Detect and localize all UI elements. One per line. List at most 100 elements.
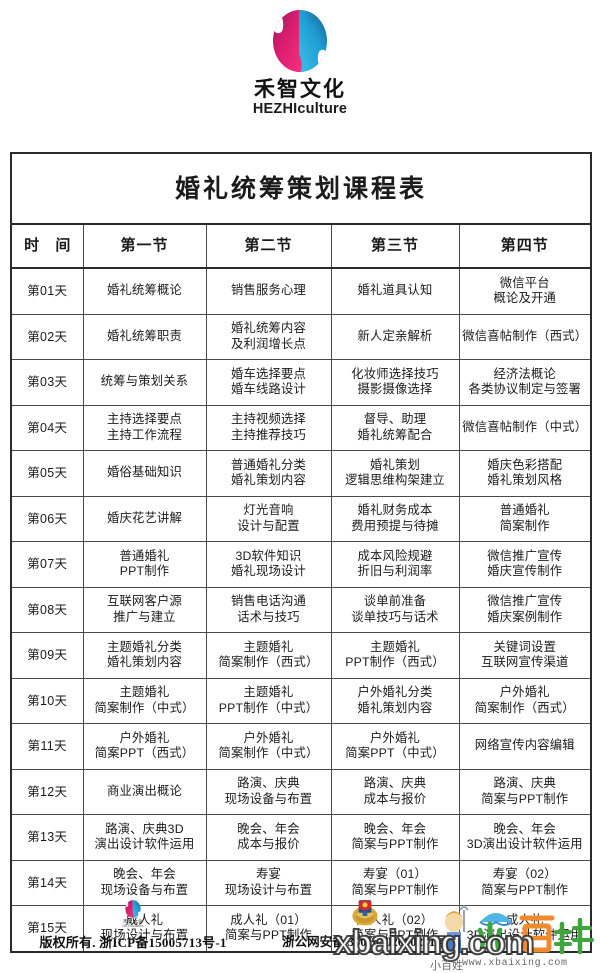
course-cell-period4: 路演、庆典 简案与PPT制作: [458, 768, 592, 815]
day-label: 第10天: [10, 677, 84, 724]
day-label: 第08天: [10, 586, 84, 633]
course-cell-period4: 微信平台 概论及开通: [458, 267, 592, 315]
table-row: 第05天 婚俗基础知识 普通婚礼分类 婚礼策划内容 婚礼策划 逻辑思维构架建立 婚庆色彩…: [10, 450, 592, 497]
table-row: 第01天 婚礼统筹概论 销售服务心理 婚礼道具认知 微信平台 概论及开通: [10, 267, 592, 315]
brand-name-cn: 禾智文化: [254, 78, 346, 101]
page-title: 婚礼统筹策划课程表: [10, 152, 592, 225]
course-cell-period1: 统筹与策划关系: [82, 359, 207, 406]
course-cell-period2: 销售电话沟通 话术与技巧: [205, 586, 332, 633]
course-cell-period2: 主题婚礼 PPT制作（中式）: [205, 677, 332, 724]
day-label: 第01天: [10, 267, 84, 315]
course-cell-period4: 微信推广宣传 婚庆宣传制作: [458, 541, 592, 588]
course-schedule-table: 婚礼统筹策划课程表 时 间 第一节 第二节 第三节 第四节 第01天 婚礼统筹概论…: [10, 152, 592, 953]
page-footer: 禾智文化 HEZHIculture 版权所有. 浙ICP备15005713号-1…: [0, 893, 600, 972]
course-cell-period3: 婚礼策划 逻辑思维构架建立: [330, 450, 460, 497]
course-cell-period3: 成本风险规避 折旧与利润率: [330, 541, 460, 588]
course-cell-period3: 督导、助理 婚礼统筹配合: [330, 404, 460, 451]
course-cell-period1: 主题婚礼 简案制作（中式）: [82, 677, 207, 724]
icp-logo-name-en: HEZHIculture: [122, 924, 144, 929]
table-row: 第12天 商业演出概论 路演、庆典 现场设备与布置 路演、庆典 成本与报价 路演、庆典 …: [10, 768, 592, 815]
table-row: 第06天 婚庆花艺讲解 灯光音响 设计与配置 婚礼财务成本 费用预提与待摊 普通婚礼 简…: [10, 495, 592, 542]
course-cell-period1: 婚庆花艺讲解: [82, 495, 207, 542]
course-cell-period1: 路演、庆典3D 演出设计软件运用: [82, 814, 207, 861]
course-cell-period2: 销售服务心理: [205, 267, 332, 315]
course-cell-period3: 主题婚礼 PPT制作（西式）: [330, 632, 460, 679]
course-cell-period1: 婚礼统筹概论: [82, 267, 207, 315]
course-cell-period3: 化妆师选择技巧 摄影摄像选择: [330, 359, 460, 406]
course-cell-period1: 成人礼 现场设计与布置: [82, 905, 207, 952]
course-cell-period3: 婚礼道具认知: [330, 267, 460, 315]
course-cell-period3: 户外婚礼 简案PPT（中式）: [330, 723, 460, 770]
table-row: 第04天 主持选择要点 主持工作流程 主持视频选择 主持推荐技巧 督导、助理 婚礼统筹…: [10, 404, 592, 451]
day-label: 第03天: [10, 359, 84, 406]
course-cell-period1: 主持选择要点 主持工作流程: [82, 404, 207, 451]
course-cell-period2: 晚会、年会 成本与报价: [205, 814, 332, 861]
course-cell-period4: 普通婚礼 简案制作: [458, 495, 592, 542]
course-cell-period2: 户外婚礼 简案制作（中式）: [205, 723, 332, 770]
brand-header: 禾智文化 HEZHIculture: [0, 0, 600, 118]
police-badge-icon: [352, 900, 378, 926]
table-title-row: 婚礼统筹策划课程表: [10, 152, 592, 225]
course-cell-period4: 寿宴（02） 简案与PPT制作: [458, 859, 592, 906]
course-cell-period3: 户外婚礼分类 婚礼策划内容: [330, 677, 460, 724]
course-cell-period1: 普通婚礼 PPT制作: [82, 541, 207, 588]
course-cell-period3: 路演、庆典 成本与报价: [330, 768, 460, 815]
course-cell-period2: 3D软件知识 婚礼现场设计: [205, 541, 332, 588]
course-cell-period2: 主持视频选择 主持推荐技巧: [205, 404, 332, 451]
icp-license-text: 版权所有. 浙ICP备15005713号-1: [39, 934, 227, 950]
course-cell-period2: 灯光音响 设计与配置: [205, 495, 332, 542]
column-header-period3: 第三节: [330, 223, 460, 269]
course-cell-period1: 商业演出概论: [82, 768, 207, 815]
course-cell-period2: 主题婚礼 简案制作（西式）: [205, 632, 332, 679]
course-cell-period2: 寿宴 现场设计与布置: [205, 859, 332, 906]
day-label: 第05天: [10, 450, 84, 497]
course-cell-period3: 成人礼（02） 简案与PPT制作: [330, 905, 460, 952]
hezhi-culture-logo-small-icon: [125, 900, 141, 918]
course-cell-period2: 婚礼统筹内容 及利润增长点: [205, 313, 332, 360]
course-cell-period1: 主题婚礼分类 婚礼策划内容: [82, 632, 207, 679]
icp-logo-name-cn: 禾智文化: [123, 919, 143, 924]
table-row: 第08天 互联网客户源 推广与建立 销售电话沟通 话术与技巧 谈单前准备 谈单技巧与话…: [10, 586, 592, 633]
course-cell-period1: 互联网客户源 推广与建立: [82, 586, 207, 633]
course-schedule-sheet: 婚礼统筹策划课程表 时 间 第一节 第二节 第三节 第四节 第01天 婚礼统筹概论…: [10, 152, 592, 953]
hezhi-culture-logo-icon: [273, 10, 327, 72]
course-cell-period4: 婚庆色彩搭配 婚礼策划风格: [458, 450, 592, 497]
gov-record-block: 浙公网安备 33010402000231号: [250, 897, 480, 950]
table-row: 第09天 主题婚礼分类 婚礼策划内容 主题婚礼 简案制作（西式） 主题婚礼 PPT制作…: [10, 632, 592, 679]
course-cell-period2: 路演、庆典 现场设备与布置: [205, 768, 332, 815]
course-cell-period4: 微信推广宣传 婚庆案例制作: [458, 586, 592, 633]
day-label: 第15天: [10, 905, 84, 952]
course-cell-period2: 婚车选择要点 婚车线路设计: [205, 359, 332, 406]
day-label: 第07天: [10, 541, 84, 588]
course-cell-period4: 户外婚礼 简案制作（西式）: [458, 677, 592, 724]
course-cell-period4: 微信喜帖制作（西式）: [458, 313, 592, 360]
course-cell-period3: 谈单前准备 谈单技巧与话术: [330, 586, 460, 633]
day-label: 第14天: [10, 859, 84, 906]
course-cell-period2: 普通婚礼分类 婚礼策划内容: [205, 450, 332, 497]
course-cell-period4: 经济法概论 各类协议制定与签署: [458, 359, 592, 406]
column-header-period1: 第一节: [82, 223, 207, 269]
course-cell-period3: 寿宴（01） 简案与PPT制作: [330, 859, 460, 906]
table-row: 第07天 普通婚礼 PPT制作 3D软件知识 婚礼现场设计 成本风险规避 折旧与利润率…: [10, 541, 592, 588]
course-cell-period4: 网络宣传内容编辑: [458, 723, 592, 770]
course-cell-period4: 关键词设置 互联网宣传渠道: [458, 632, 592, 679]
day-label: 第11天: [10, 723, 84, 770]
icp-block: 禾智文化 HEZHIculture 版权所有. 浙ICP备15005713号-1: [28, 899, 238, 951]
column-header-time: 时 间: [10, 223, 84, 269]
course-cell-period1: 婚俗基础知识: [82, 450, 207, 497]
day-label: 第09天: [10, 632, 84, 679]
course-cell-period4: 晚会、年会 3D演出设计软件运用: [458, 814, 592, 861]
gov-record-text: 浙公网安备 33010402000231号: [282, 935, 448, 949]
course-cell-period4: 微信喜帖制作（中式）: [458, 404, 592, 451]
course-cell-period3: 婚礼财务成本 费用预提与待摊: [330, 495, 460, 542]
course-cell-period1: 户外婚礼 简案PPT（西式）: [82, 723, 207, 770]
course-cell-period3: 晚会、年会 简案与PPT制作: [330, 814, 460, 861]
table-row: 第03天 统筹与策划关系 婚车选择要点 婚车线路设计 化妆师选择技巧 摄影摄像选择 经济…: [10, 359, 592, 406]
day-label: 第04天: [10, 404, 84, 451]
day-label: 第06天: [10, 495, 84, 542]
brand-name-en: HEZHIculture: [252, 101, 348, 118]
day-label: 第12天: [10, 768, 84, 815]
course-cell-period1: 婚礼统筹职责: [82, 313, 207, 360]
column-header-period2: 第二节: [205, 223, 332, 269]
table-row: 第11天 户外婚礼 简案PPT（西式） 户外婚礼 简案制作（中式） 户外婚礼 简案PP…: [10, 723, 592, 770]
